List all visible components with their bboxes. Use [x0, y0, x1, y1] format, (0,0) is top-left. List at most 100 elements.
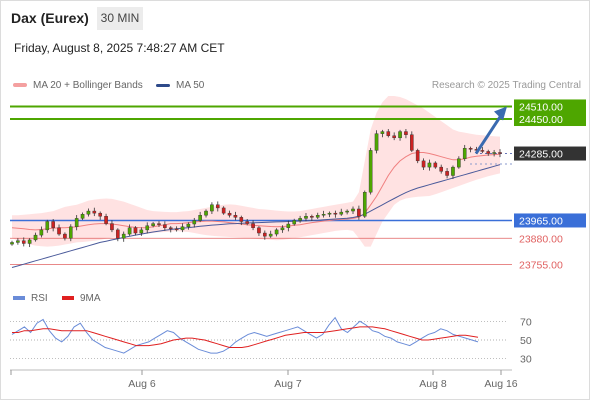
level-label: 24510.00 — [519, 101, 563, 113]
candle-body — [92, 210, 97, 214]
candle-body — [480, 150, 485, 152]
candle-body — [439, 166, 444, 172]
ma20-swatch — [13, 83, 27, 88]
legend-ma50: MA 50 — [156, 80, 204, 91]
candle-body — [121, 233, 126, 239]
candle-body — [433, 162, 438, 168]
candle-body — [204, 210, 208, 216]
rsi-line — [11, 316, 479, 354]
rsi-ma-swatch — [62, 296, 74, 301]
candle-body — [445, 171, 449, 176]
rsi-tick-label: 30 — [520, 354, 532, 366]
ma20-label: MA 20 + Bollinger Bands — [33, 80, 143, 91]
candle-body — [233, 215, 238, 218]
rsi-ma-line — [12, 326, 479, 348]
candle-body — [27, 239, 32, 244]
candle-body — [351, 208, 355, 212]
interval-badge[interactable]: 30 MIN — [97, 7, 143, 30]
ma50-label: MA 50 — [176, 80, 205, 91]
legend-rsi: RSI — [13, 293, 48, 304]
candle-body — [174, 228, 179, 231]
candle-body — [280, 227, 285, 231]
candle-body — [251, 223, 255, 228]
candle-body — [492, 152, 496, 154]
candle-body — [10, 242, 14, 245]
candle-body — [80, 213, 85, 219]
candle-body — [268, 233, 273, 237]
candle-body — [127, 227, 132, 235]
rsi-tick-label: 70 — [520, 316, 532, 328]
candle-body — [310, 216, 314, 218]
candle-body — [192, 220, 197, 225]
candle-body — [21, 240, 26, 244]
candle-body — [462, 148, 467, 159]
candle-body — [362, 192, 367, 217]
candle-body — [116, 229, 120, 239]
ma50-line — [11, 164, 501, 268]
candle-body — [210, 204, 214, 212]
candle-body — [133, 227, 138, 234]
candle-body — [215, 204, 220, 209]
level-label-bg — [514, 146, 586, 161]
candle-body — [339, 211, 344, 215]
candle-body — [451, 166, 455, 176]
candle-body — [57, 227, 61, 235]
candle-body — [227, 212, 232, 216]
candle-body — [374, 133, 379, 151]
legend-rsi-ma: 9MA — [62, 293, 101, 304]
candle-body — [421, 160, 426, 168]
candle-body — [327, 212, 332, 215]
forecast-arrow-shaft — [474, 111, 505, 155]
candle-body — [368, 150, 373, 193]
candle-body — [221, 207, 226, 214]
level-label-bg — [514, 213, 586, 228]
candle-body — [45, 221, 50, 231]
level-label: 24285.00 — [519, 149, 563, 161]
candle-body — [410, 134, 414, 151]
candle-body — [468, 148, 473, 150]
candle-body — [68, 226, 73, 239]
candle-body — [315, 215, 320, 218]
candle-body — [257, 227, 261, 234]
level-label: 24450.00 — [519, 114, 563, 126]
candle-body — [151, 223, 155, 226]
candle-body — [16, 240, 20, 243]
candle-body — [321, 213, 326, 216]
candle-body — [386, 131, 391, 136]
rsi-tick-label: 50 — [520, 335, 532, 347]
x-tick-label: Aug 6 — [128, 378, 156, 390]
level-label-bg — [514, 112, 586, 127]
instrument-title: Dax (Eurex) — [11, 10, 89, 26]
rsi-swatch — [13, 296, 25, 301]
candle-body — [415, 150, 420, 162]
rsi-label: RSI — [31, 293, 48, 304]
level-label-bg — [514, 99, 586, 114]
candle-body — [245, 221, 249, 224]
candle-body — [427, 162, 432, 168]
legend-ma20: MA 20 + Bollinger Bands — [13, 80, 143, 91]
level-label: 23965.00 — [519, 215, 563, 227]
candle-body — [163, 224, 167, 228]
level-label: 23880.00 — [519, 233, 563, 245]
candle-body — [168, 227, 173, 230]
rsi-ma-label: 9MA — [80, 293, 101, 304]
candle-body — [263, 232, 267, 237]
forecast-arrow-head — [494, 106, 507, 121]
candle-body — [486, 151, 491, 154]
candle-body — [104, 216, 108, 224]
credit-text: Research © 2025 Trading Central — [431, 80, 581, 91]
level-label: 23755.00 — [519, 259, 563, 271]
candle-body — [357, 208, 361, 217]
x-tick-label: Aug 16 — [484, 378, 517, 390]
candle-body — [110, 223, 114, 231]
candle-body — [239, 217, 244, 222]
candle-body — [74, 218, 79, 227]
candle-body — [380, 131, 385, 134]
candle-body — [86, 210, 91, 215]
candle-body — [345, 210, 349, 213]
candle-body — [333, 212, 338, 215]
candle-body — [98, 212, 102, 217]
x-tick-label: Aug 7 — [274, 378, 302, 390]
candle-body — [292, 220, 297, 225]
